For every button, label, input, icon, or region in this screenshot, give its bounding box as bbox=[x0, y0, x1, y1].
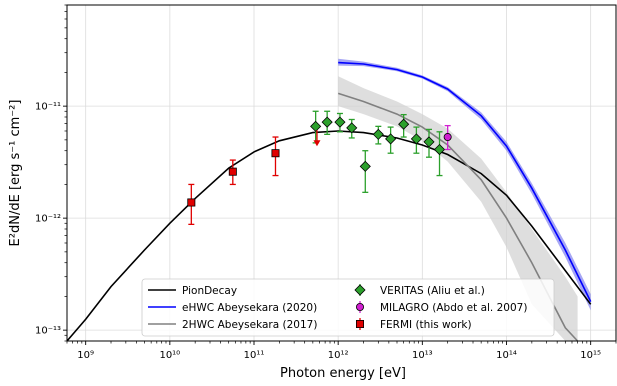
data-point-square bbox=[187, 198, 196, 207]
legend-marker-swatch bbox=[355, 319, 364, 328]
x-tick-label: 10¹¹ bbox=[244, 350, 265, 361]
legend-box bbox=[141, 278, 555, 337]
legend-label: MILAGRO (Abdo et al. 2007) bbox=[380, 302, 527, 314]
legend: PionDecay eHWC Abeysekara (2020) 2HWC Abey… bbox=[141, 278, 555, 337]
x-tick-label: 10¹⁴ bbox=[496, 350, 517, 361]
data-point-diamond bbox=[346, 122, 358, 134]
y-tick-label: 10⁻¹¹ bbox=[35, 102, 61, 113]
x-tick-label: 10¹⁵ bbox=[580, 350, 601, 361]
data-point-diamond bbox=[372, 128, 384, 140]
legend-label: PionDecay bbox=[182, 285, 237, 297]
upper-limit-arrow bbox=[313, 140, 321, 147]
x-tick-label: 10¹³ bbox=[412, 350, 433, 361]
data-point-diamond bbox=[433, 143, 446, 156]
axis-ticks: 10⁹ 10¹⁰ 10¹¹ 10¹² 10¹³ 10¹⁴ 10¹⁵ 10⁻¹³ 10⁻¹² 10⁻… bbox=[35, 4, 617, 361]
x-tick-label: 10¹² bbox=[328, 350, 349, 361]
data-point-diamond bbox=[385, 133, 397, 145]
data-point-diamond bbox=[410, 133, 422, 145]
data-point-diamond bbox=[398, 118, 410, 130]
data-point-circle bbox=[443, 133, 452, 142]
data-points bbox=[187, 110, 452, 226]
x-tick-label: 10⁹ bbox=[77, 350, 94, 361]
data-point-diamond bbox=[321, 116, 333, 128]
x-tick-label: 10¹⁰ bbox=[159, 350, 180, 361]
legend-label: VERITAS (Aliu et al.) bbox=[380, 285, 485, 297]
data-point-diamond bbox=[310, 120, 322, 132]
legend-label: FERMI (this work) bbox=[380, 319, 472, 331]
data-point-diamond bbox=[334, 116, 346, 128]
data-point-square bbox=[271, 149, 280, 158]
legend-marker-swatch bbox=[354, 284, 366, 296]
x-axis-label: Photon energy [eV] bbox=[280, 366, 406, 381]
data-point-square bbox=[228, 167, 237, 176]
legend-label: 2HWC Abeysekara (2017) bbox=[182, 319, 317, 331]
y-tick-label: 10⁻¹³ bbox=[35, 326, 61, 337]
legend-label: eHWC Abeysekara (2020) bbox=[182, 302, 317, 314]
plot-frame bbox=[66, 4, 617, 342]
y-axis-label: E²dN/dE [erg s⁻¹ cm⁻²] bbox=[8, 100, 23, 247]
legend-marker-swatch bbox=[355, 302, 364, 311]
y-tick-label: 10⁻¹² bbox=[35, 214, 61, 225]
data-point-diamond bbox=[423, 136, 435, 148]
line-1 bbox=[338, 61, 592, 302]
data-point-diamond bbox=[359, 160, 371, 172]
line-0 bbox=[66, 130, 592, 342]
